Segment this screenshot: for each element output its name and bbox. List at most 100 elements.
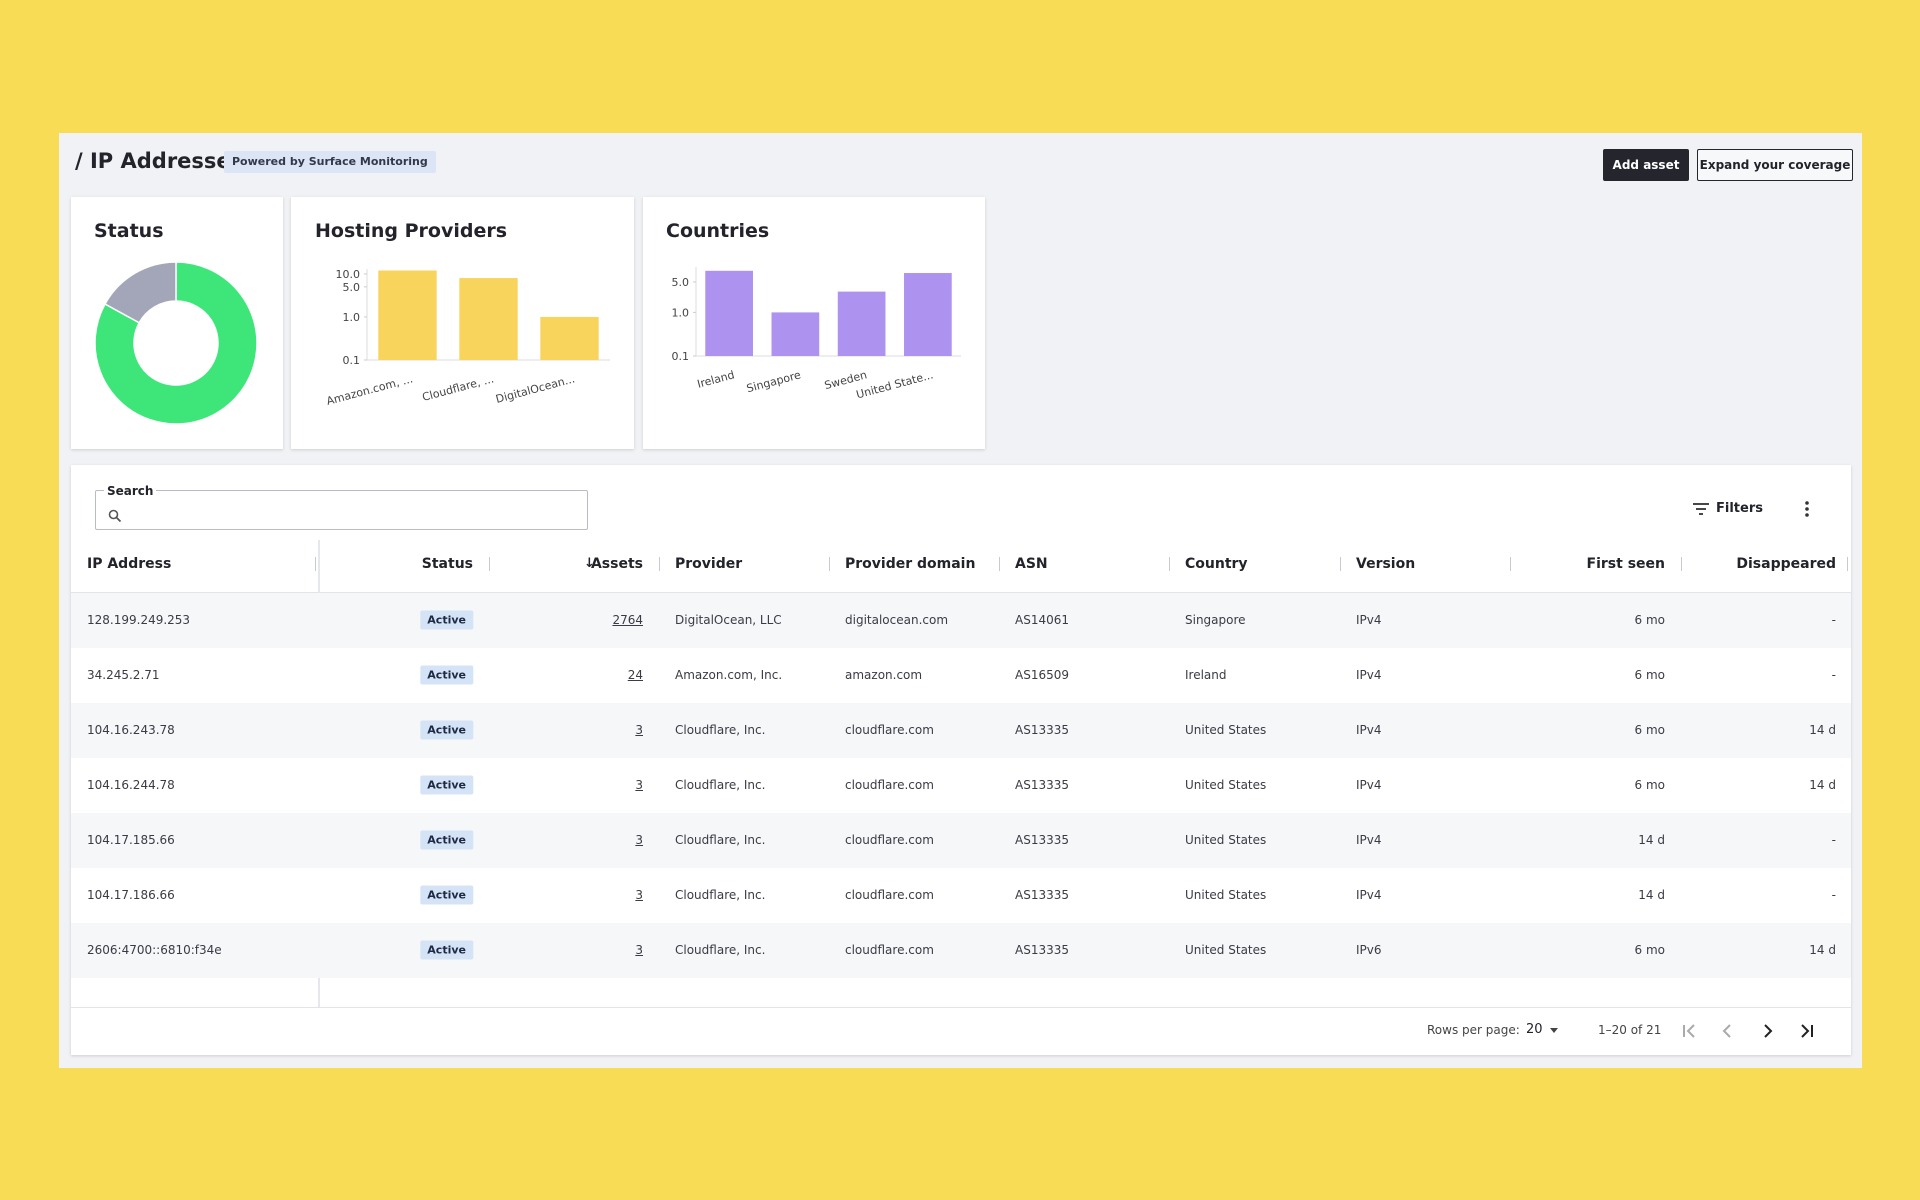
table-row [71,868,1851,923]
column-separator [829,557,830,571]
column-header: Country [1185,556,1248,572]
column-header: Version [1356,556,1416,572]
table-row [71,758,1851,813]
table-cell: Cloudflare, Inc. [675,778,766,792]
data-table: IP Address Status Assets Provider Provider d… [71,540,1851,1007]
table-cell: cloudflare.com [845,943,934,957]
search-box[interactable] [95,490,588,530]
table-cell: Cloudflare, Inc. [675,723,766,737]
table-cell: cloudflare.com [845,888,934,902]
column-separator [489,557,490,571]
status-chip: Active [420,830,473,850]
table-cell: 104.17.185.66 [87,833,175,847]
table-cell: Singapore [1185,613,1246,627]
column-separator [1169,557,1170,571]
table-cell: 104.17.186.66 [87,888,175,902]
table-cell: IPv4 [1356,723,1382,737]
column-header: ASN [1015,556,1048,572]
column-separator [1340,557,1341,571]
table-cell: AS14061 [1015,613,1069,627]
table-cell: AS13335 [1015,723,1069,737]
table-cell: amazon.com [845,668,923,682]
table-cell: 6 mo [1634,778,1665,792]
table-cell: AS13335 [1015,778,1069,792]
table-row [71,593,1851,648]
status-chip: Active [420,775,473,795]
asset-link: 3 [635,723,643,737]
last-page[interactable] [1801,1024,1813,1038]
add-asset-button[interactable]: Add asset [1603,149,1689,181]
table-cell: AS16509 [1015,668,1069,682]
filters-button[interactable]: Filters [1716,501,1763,516]
filter-icon [1693,503,1709,515]
table-cell: 6 mo [1634,943,1665,957]
search-icon [108,509,122,523]
asset-link: 24 [627,668,643,682]
table-cell: cloudflare.com [845,723,934,737]
table-cell: Cloudflare, Inc. [675,943,766,957]
column-header: Provider domain [845,556,976,572]
header-border [71,592,1851,593]
footer-border [71,1007,1851,1008]
column-separator [1510,557,1511,571]
more-menu[interactable] [1801,500,1813,518]
search-label: Search [104,484,157,498]
table-cell: United States [1185,833,1267,847]
asset-link: 3 [635,888,643,902]
status-chip: Active [420,610,473,630]
table-cell: Amazon.com, Inc. [675,668,783,682]
first-page[interactable] [1683,1024,1695,1038]
table-cell: 14 d [1809,778,1836,792]
column-header: Provider [675,556,743,572]
next-page[interactable] [1764,1024,1773,1038]
table-cell: 14 d [1809,943,1836,957]
asset-link: 3 [635,778,643,792]
expand-coverage-button[interactable]: Expand your coverage [1697,149,1853,181]
column-separator [315,557,316,571]
prev-page[interactable] [1722,1024,1731,1038]
table-cell: - [1831,668,1836,682]
table-cell: IPv6 [1356,943,1382,957]
table-cell: Cloudflare, Inc. [675,888,766,902]
table-cell: United States [1185,943,1267,957]
status-chip: Active [420,720,473,740]
column-header: Status [421,556,473,572]
rows-per-page-select[interactable]: 20 [1526,1022,1543,1037]
table-row [71,648,1851,703]
table-cell: 128.199.249.253 [87,613,191,627]
select-caret [1550,1028,1558,1033]
table-cell: 6 mo [1634,613,1665,627]
table-cell: IPv4 [1356,833,1382,847]
column-separator [1681,557,1682,571]
pagination-controls [1683,1024,1813,1038]
status-chip: Active [420,885,473,905]
asset-link: 2764 [612,613,643,627]
column-header: First seen [1586,556,1665,572]
status-chip: Active [420,940,473,960]
table-cell: AS13335 [1015,943,1069,957]
table-row [71,703,1851,758]
sort-arrow: ↓ [584,556,595,571]
asset-link: 3 [635,943,643,957]
rows-per-page-label: Rows per page: [1427,1023,1520,1037]
table-cell: - [1831,888,1836,902]
table-cell: United States [1185,723,1267,737]
column-header: Assets [590,556,643,572]
table-cell: United States [1185,778,1267,792]
table-cell: 14 d [1809,723,1836,737]
card-title: Countries [666,220,770,242]
table-cell: IPv4 [1356,778,1382,792]
asset-link: 3 [635,833,643,847]
table-cell: DigitalOcean, LLC [675,613,782,627]
table-cell: 14 d [1638,888,1665,902]
table-cell: 14 d [1638,833,1665,847]
column-header: IP Address [87,556,172,572]
table-cell: United States [1185,888,1267,902]
table-cell: digitalocean.com [845,613,949,627]
table-cell: 34.245.2.71 [87,668,160,682]
column-header: Disappeared [1736,556,1836,572]
table-cell: IPv4 [1356,888,1382,902]
table-cell: Cloudflare, Inc. [675,833,766,847]
table-row [71,923,1851,978]
